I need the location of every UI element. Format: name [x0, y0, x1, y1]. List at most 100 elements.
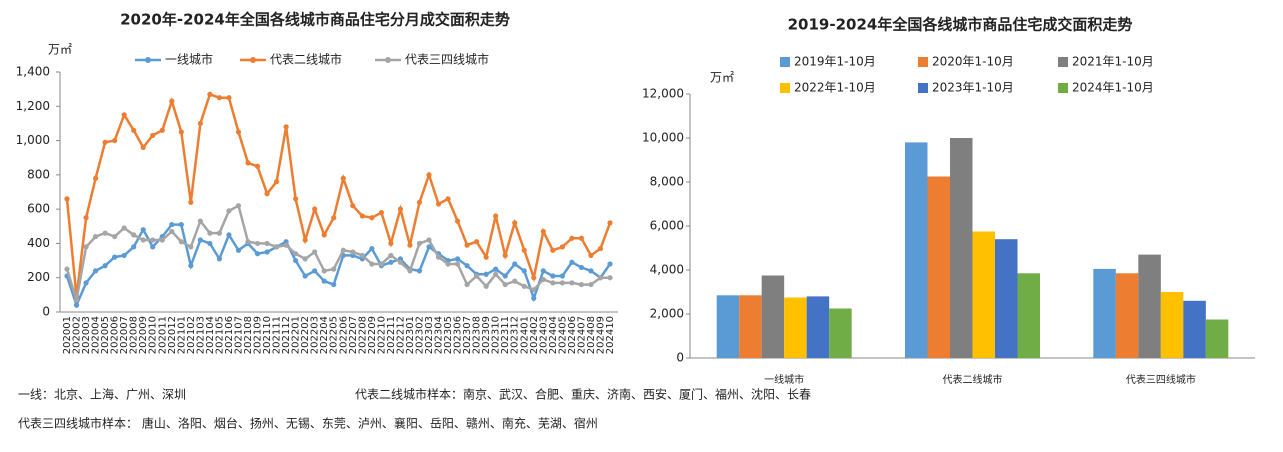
point: [331, 266, 337, 272]
point: [207, 230, 213, 236]
y-tick-label: 1,000: [16, 133, 50, 147]
x-tick-label: 202402: [529, 316, 540, 354]
point: [235, 203, 242, 209]
point: [407, 242, 413, 248]
point: [102, 139, 108, 145]
x-tick-label: 202004: [91, 316, 102, 354]
point: [493, 266, 499, 272]
point: [540, 276, 546, 283]
bar: [829, 308, 852, 358]
point: [273, 179, 280, 185]
legend-marker: [385, 57, 391, 63]
point: [359, 213, 365, 219]
x-tick-label: 代表二线城市: [943, 373, 1003, 386]
bar: [784, 297, 807, 358]
point: [150, 244, 156, 250]
bar: [1205, 319, 1229, 358]
point: [131, 244, 137, 250]
point: [607, 220, 613, 226]
x-tick-label: 一线城市: [764, 373, 804, 386]
x-tick-label: 202111: [272, 316, 283, 354]
legend-label: 2019年1-10月: [794, 55, 876, 69]
point: [197, 237, 203, 243]
x-tick-label: 202409: [595, 316, 606, 354]
x-tick-label: 202408: [586, 316, 597, 354]
x-tick-label: 202205: [329, 316, 340, 354]
point: [512, 278, 518, 284]
x-tick-label: 202108: [243, 316, 254, 354]
point: [321, 278, 327, 284]
point: [550, 273, 556, 279]
point: [483, 283, 489, 289]
x-tick-label: 202311: [500, 316, 511, 354]
x-tick-label: 202008: [129, 316, 140, 354]
x-tick-label: 202007: [119, 316, 130, 354]
point: [188, 244, 194, 250]
point: [512, 220, 518, 226]
y-tick-label: 1,200: [16, 99, 50, 113]
point: [216, 230, 223, 236]
bar: [806, 296, 830, 358]
point: [302, 256, 308, 262]
point: [550, 247, 556, 253]
point: [264, 240, 270, 247]
bar: [1138, 254, 1161, 358]
y-unit: 万㎡: [48, 43, 72, 57]
y-unit: 万㎡: [710, 71, 734, 85]
point: [73, 297, 80, 303]
x-tick-label: 202206: [338, 316, 349, 354]
point: [578, 281, 585, 288]
point: [331, 215, 337, 221]
point: [369, 261, 375, 267]
point: [121, 225, 127, 231]
point: [597, 245, 604, 252]
x-tick-label: 202102: [186, 316, 197, 354]
y-tick-label: 12,000: [642, 87, 684, 101]
point: [92, 268, 99, 274]
x-tick-label: 202305: [443, 316, 454, 354]
point: [607, 261, 613, 267]
x-tick-label: 202104: [205, 316, 216, 354]
legend-swatch: [780, 57, 790, 67]
point: [388, 240, 394, 247]
point: [64, 266, 70, 272]
x-tick-label: 202302: [414, 316, 425, 354]
legend-marker: [250, 57, 256, 63]
x-tick-label: 202112: [281, 316, 292, 354]
bar: [927, 176, 950, 358]
point: [559, 244, 565, 250]
legend-swatch: [1058, 83, 1068, 93]
note: 代表二线城市样本：南京、武汉、合肥、重庆、济南、西安、厦门、福州、沈阳、长春: [355, 387, 811, 402]
point: [445, 196, 451, 202]
x-tick-label: 202410: [605, 316, 616, 354]
bar: [1017, 273, 1040, 358]
bar: [1115, 273, 1139, 358]
point: [112, 254, 118, 260]
point: [435, 201, 442, 207]
y-tick-label: 200: [27, 270, 50, 284]
x-tick-label: 202011: [157, 316, 168, 354]
point: [102, 230, 108, 236]
point: [578, 264, 585, 271]
point: [264, 191, 270, 197]
point: [521, 268, 527, 274]
point: [359, 252, 365, 259]
point: [483, 271, 489, 277]
x-tick-label: 202202: [300, 316, 311, 354]
point: [188, 199, 194, 205]
point: [159, 127, 165, 133]
point: [416, 199, 423, 205]
point: [331, 281, 337, 288]
point: [293, 196, 299, 202]
point: [397, 206, 404, 212]
point: [169, 228, 175, 235]
point: [178, 221, 184, 228]
chart-title: 2019-2024年全国各线城市商品住宅成交面积走势: [788, 16, 1133, 34]
series-line: [65, 223, 612, 309]
y-tick-label: 0: [676, 351, 684, 365]
x-tick-label: 202107: [233, 316, 244, 354]
point: [188, 263, 194, 269]
point: [140, 144, 146, 151]
